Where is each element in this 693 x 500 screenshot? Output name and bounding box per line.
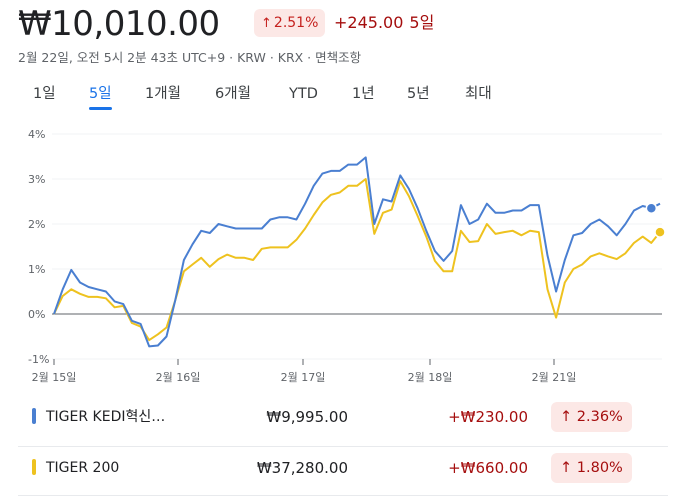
x-tick-label: 2월 16일	[156, 370, 201, 384]
row-divider	[18, 495, 668, 496]
y-tick-label: 4%	[28, 128, 45, 141]
tab-ytd[interactable]: YTD	[289, 86, 318, 102]
pct-change-value: 2.51%	[273, 15, 319, 31]
compare-row-1[interactable]: TIGER KEDI혁신… ₩9,995.00 +₩230.00 ↑ 2.36%	[18, 396, 668, 440]
tab-1y[interactable]: 1년	[352, 86, 375, 102]
arrow-up-icon: ↑	[560, 409, 577, 425]
quote-meta: 2월 22일, 오전 5시 2분 43초 UTC+9 · KRW · KRX ·…	[18, 50, 362, 65]
row-value: ₩37,280.00	[256, 459, 348, 477]
pct-change-badge: ↑ 2.51%	[254, 9, 326, 37]
y-tick-label: 3%	[28, 173, 45, 186]
arrow-up-icon: ↑	[560, 460, 577, 476]
series-end-dot-tiger-kedi	[645, 202, 658, 214]
abs-change-value: +245.00	[334, 13, 404, 32]
row-pct-badge: ↑ 1.80%	[551, 453, 632, 483]
y-tick-label: -1%	[28, 353, 49, 366]
tab-max[interactable]: 최대	[465, 86, 492, 102]
x-tick-label: 2월 17일	[281, 370, 326, 384]
series-end-dot-tiger-200	[654, 226, 666, 238]
row-change: +₩660.00	[448, 459, 528, 477]
tab-5y[interactable]: 5년	[407, 86, 430, 102]
row-divider	[18, 446, 668, 447]
arrow-up-icon: ↑	[261, 16, 272, 31]
row-name: TIGER KEDI혁신…	[46, 409, 166, 425]
row-value: ₩9,995.00	[266, 408, 348, 426]
row-pct: 1.80%	[576, 460, 623, 476]
abs-change: +245.00 5일	[334, 12, 434, 34]
series-line-tiger-200	[53, 178, 661, 342]
tab-5d[interactable]: 5일	[89, 83, 112, 110]
y-tick-label: 2%	[28, 218, 45, 231]
compare-row-2[interactable]: TIGER 200 ₩37,280.00 +₩660.00 ↑ 1.80%	[18, 447, 668, 491]
series-color-swatch	[32, 408, 36, 424]
series-line-tiger-kedi	[53, 156, 661, 348]
tab-6m[interactable]: 6개월	[215, 86, 251, 102]
change-period: 5일	[409, 13, 435, 32]
x-tick-label: 2월 18일	[408, 370, 453, 384]
price-chart[interactable]: 4% 3% 2% 1% 0% -1% 2월 15일 2월 16일 2월 17일 2월 18일 2월 …	[0, 120, 693, 390]
current-price: ₩10,010.00	[18, 4, 220, 44]
y-tick-label: 1%	[28, 263, 45, 276]
tab-1m[interactable]: 1개월	[145, 86, 181, 102]
row-change: +₩230.00	[448, 408, 528, 426]
row-pct: 2.36%	[576, 409, 623, 425]
tab-1d[interactable]: 1일	[33, 86, 56, 102]
x-tick-label: 2월 21일	[532, 370, 577, 384]
row-name: TIGER 200	[46, 460, 120, 476]
row-pct-badge: ↑ 2.36%	[551, 402, 632, 432]
x-tick-label: 2월 15일	[32, 370, 77, 384]
y-tick-label: 0%	[28, 308, 45, 321]
series-color-swatch	[32, 459, 36, 475]
